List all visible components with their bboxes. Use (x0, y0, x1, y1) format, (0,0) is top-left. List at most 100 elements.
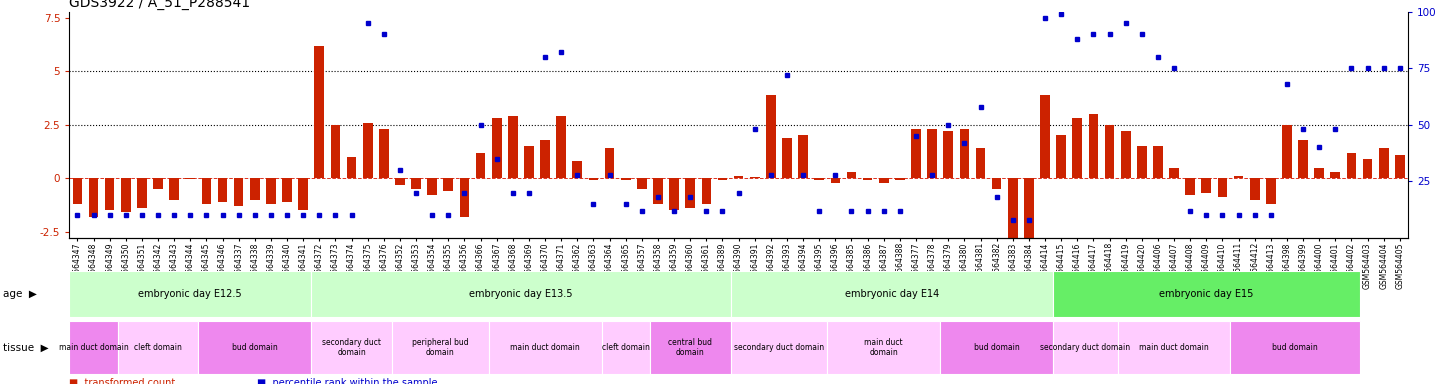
Bar (69, 321, 118, 374)
Bar (686, 178, 695, 208)
Bar (412, 178, 420, 189)
Bar (1053, 271, 1359, 317)
Bar (475, 152, 485, 178)
Bar (202, 178, 211, 204)
Bar (1395, 155, 1405, 178)
Text: bud domain: bud domain (973, 343, 1019, 352)
Text: main duct
domain: main duct domain (865, 338, 902, 357)
Bar (427, 178, 438, 195)
Bar (391, 321, 488, 374)
Bar (218, 178, 227, 202)
Bar (1024, 178, 1034, 240)
Bar (1136, 146, 1147, 178)
Bar (118, 321, 198, 374)
Bar (250, 178, 260, 200)
Bar (1266, 178, 1275, 204)
Bar (1040, 95, 1050, 178)
Bar (1154, 146, 1162, 178)
Bar (731, 321, 827, 374)
Text: peripheral bud
domain: peripheral bud domain (412, 338, 468, 357)
Text: age  ▶: age ▶ (3, 289, 36, 299)
Bar (1053, 321, 1118, 374)
Text: main duct domain: main duct domain (1139, 343, 1209, 352)
Bar (312, 271, 731, 317)
Text: embryonic day E13.5: embryonic day E13.5 (469, 289, 573, 299)
Text: ■  percentile rank within the sample: ■ percentile rank within the sample (257, 378, 438, 384)
Bar (1217, 178, 1227, 197)
Bar (927, 129, 937, 178)
Bar (331, 125, 341, 178)
Bar (1089, 114, 1099, 178)
Bar (960, 129, 969, 178)
Bar (846, 172, 856, 178)
Bar (266, 178, 276, 204)
Text: secondary duct domain: secondary duct domain (1040, 343, 1131, 352)
Bar (1057, 136, 1066, 178)
Bar (1314, 167, 1324, 178)
Bar (976, 148, 985, 178)
Bar (362, 122, 373, 178)
Bar (862, 178, 872, 180)
Bar (121, 178, 130, 212)
Bar (992, 178, 1002, 189)
Bar (1105, 125, 1115, 178)
Text: secondary duct domain: secondary duct domain (734, 343, 825, 352)
Bar (69, 271, 312, 317)
Bar (556, 116, 566, 178)
Bar (88, 178, 98, 217)
Bar (299, 178, 308, 210)
Bar (940, 321, 1053, 374)
Bar (572, 161, 582, 178)
Bar (315, 46, 323, 178)
Text: embryonic day E12.5: embryonic day E12.5 (139, 289, 243, 299)
Text: secondary duct
domain: secondary duct domain (322, 338, 381, 357)
Text: main duct domain: main duct domain (510, 343, 580, 352)
Bar (443, 178, 453, 191)
Bar (492, 118, 501, 178)
Bar (1282, 125, 1292, 178)
Bar (879, 178, 888, 182)
Bar (396, 178, 404, 185)
Bar (282, 178, 292, 202)
Text: embryonic day E15: embryonic day E15 (1160, 289, 1253, 299)
Bar (830, 178, 840, 182)
Bar (1298, 140, 1308, 178)
Bar (718, 178, 728, 180)
Bar (234, 178, 244, 206)
Bar (731, 271, 1053, 317)
Bar (605, 148, 615, 178)
Bar (911, 129, 921, 178)
Bar (169, 178, 179, 200)
Bar (1233, 176, 1243, 178)
Bar (1379, 148, 1389, 178)
Bar (1073, 118, 1082, 178)
Bar (1186, 178, 1196, 195)
Bar (653, 178, 663, 204)
Bar (589, 178, 598, 180)
Text: central bud
domain: central bud domain (669, 338, 712, 357)
Bar (1330, 172, 1340, 178)
Text: ■  transformed count: ■ transformed count (69, 378, 176, 384)
Bar (1363, 159, 1372, 178)
Bar (669, 178, 679, 210)
Bar (734, 176, 744, 178)
Bar (1121, 131, 1131, 178)
Text: bud domain: bud domain (1272, 343, 1318, 352)
Bar (459, 178, 469, 217)
Bar (749, 177, 760, 178)
Bar (1008, 178, 1018, 245)
Bar (637, 178, 647, 189)
Bar (799, 136, 809, 178)
Text: cleft domain: cleft domain (602, 343, 650, 352)
Bar (378, 129, 388, 178)
Bar (312, 321, 391, 374)
Text: GDS3922 / A_51_P288541: GDS3922 / A_51_P288541 (69, 0, 250, 10)
Bar (814, 178, 825, 180)
Text: main duct domain: main duct domain (59, 343, 129, 352)
Bar (137, 178, 147, 208)
Bar (783, 137, 791, 178)
Bar (1230, 321, 1359, 374)
Bar (650, 321, 731, 374)
Bar (621, 178, 631, 180)
Bar (185, 178, 195, 179)
